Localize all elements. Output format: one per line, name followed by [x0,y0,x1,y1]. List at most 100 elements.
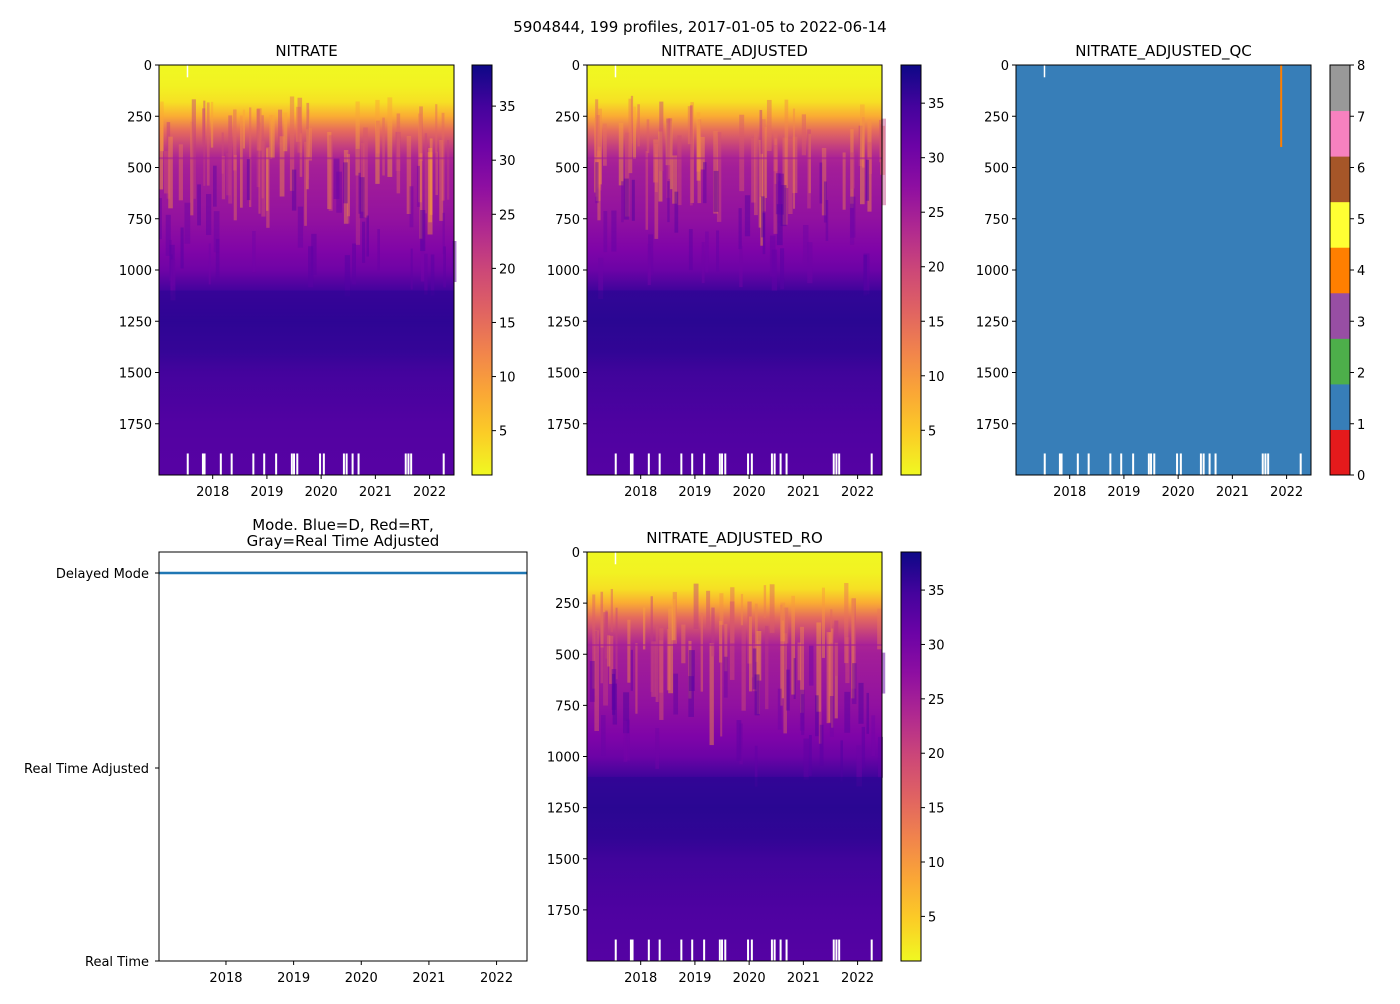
heatmap-profile-column [758,139,762,228]
missing-data-gap [1176,453,1179,475]
y-tick-label: 1500 [119,367,152,382]
colorbar-segment [1330,429,1350,476]
heatmap-profile-column [347,151,350,224]
heatmap-profile-column [603,612,608,706]
colorbar-gradient-bar [901,552,921,961]
heatmap-field [1016,65,1311,475]
missing-data-gap [410,453,413,475]
heatmap-profile-column [748,616,752,692]
heatmap-profile-column [736,720,742,761]
heatmap-profile-column [773,144,778,234]
y-tick-label: 750 [555,213,580,228]
heatmap-profile-column [603,211,608,253]
y-tick-label: 0 [572,59,580,74]
heatmap-profile-column [845,637,850,684]
colorbar-tick-label: 7 [1357,110,1365,125]
missing-data-gap [721,453,724,475]
heatmap-profile-column [304,141,307,226]
missing-data-gap [703,453,706,475]
y-tick-label: 1000 [976,264,1009,279]
heatmap-profile-column [709,643,714,746]
heatmap-profile-column [594,631,598,696]
colorbar-tick-label: 25 [928,693,945,708]
y-tick-label: 250 [555,597,580,612]
heatmap-profile-column [375,99,380,184]
heatmap-profile-column [815,695,819,737]
missing-data-gap [718,939,721,961]
heatmap-profile-column [596,150,601,188]
colorbar-tick-label: 15 [499,316,516,331]
heatmap-band [587,644,882,647]
heatmap-profile-column [823,181,827,223]
heatmap-profile-column [206,102,210,186]
heatmap-profile-column [159,117,164,190]
heatmap-profile-column [689,105,693,206]
heatmap-profile-column [761,119,766,212]
colorbar: 5 10 15 20 25 30 35 [471,64,516,476]
heatmap-profile-column [601,715,606,756]
heatmap-profile-column [858,125,864,167]
axes-frame [1015,64,1312,476]
heatmap-band [587,776,882,808]
missing-data-gap [647,939,650,961]
heatmap-profile-column [623,178,629,220]
colorbar-tick-label: 10 [499,371,516,386]
colorbar-segment [1330,201,1350,248]
heatmap-profile-column [693,583,699,629]
heatmap-profile-column [844,691,851,733]
missing-data-gap [345,453,348,475]
y-tick-label: 0 [144,59,152,74]
heatmap-profile-column [858,682,864,724]
heatmap-profile-column [615,607,618,680]
heatmap-profile-column [328,135,333,211]
x-tick-label: 2020 [345,971,378,986]
heatmap-profile-column [233,109,237,171]
heatmap-profile-column [871,715,876,757]
x-tick-label: 2020 [733,485,766,500]
heatmap-profile-column [659,101,664,172]
heatmap-profile-column [592,594,596,689]
heatmap-profile-column [793,658,796,699]
heatmap-profile-column [687,106,692,145]
heatmap-profile-column [780,602,786,642]
heatmap-profile-column [674,191,679,233]
x-tick-label: 2020 [733,971,766,986]
axes-nitrate-adjusted: NITRATE_ADJUSTED 0 250 500 750 1000 1250 1500 17… [547,42,945,500]
missing-data-gap [407,453,410,475]
y-tick-label: 250 [127,110,152,125]
missing-data-gap [293,453,296,475]
missing-data-gap [263,453,266,475]
colorbar-tick-label: 15 [928,315,945,330]
y-tick-label: 1250 [119,315,152,330]
y-tick-label: 750 [984,213,1009,228]
heatmap-profile-column [623,720,628,762]
heatmap-profile-column [881,652,886,694]
heatmap-profile-column [435,151,438,196]
colorbar-tick-label: 3 [1357,315,1365,330]
missing-data-gap [1267,453,1270,475]
heatmap-profile-column [667,181,670,223]
y-tick-label: Real Time [85,955,149,970]
heatmap-profile-column [830,609,833,643]
axes-title: Mode. Blue=D, Red=RT, [252,516,434,534]
heatmap-profile-column [443,246,446,288]
heatmap-profile-column [765,625,769,710]
heatmap-profile-column [799,689,805,731]
heatmap-profile-column [706,590,711,629]
colorbar: 5 10 15 20 25 30 35 [900,551,945,962]
heatmap-profile-column [777,688,782,730]
heatmap-profile-column [752,648,757,690]
heatmap-profile-column [327,131,332,210]
heatmap-profile-column [856,745,862,787]
colorbar-segment [1330,110,1350,157]
heatmap-profile-column [631,179,635,221]
colorbar-tick-label: 0 [1357,469,1365,484]
heatmap-profile-column [289,96,295,191]
heatmap-profile-column [311,233,317,275]
heatmap-profile-column [654,143,659,239]
heatmap-band [159,290,454,322]
heatmap-profile-column [396,113,401,194]
heatmap-profile-column [609,635,614,684]
missing-data-gap [319,453,322,475]
missing-data-gap [629,453,632,475]
